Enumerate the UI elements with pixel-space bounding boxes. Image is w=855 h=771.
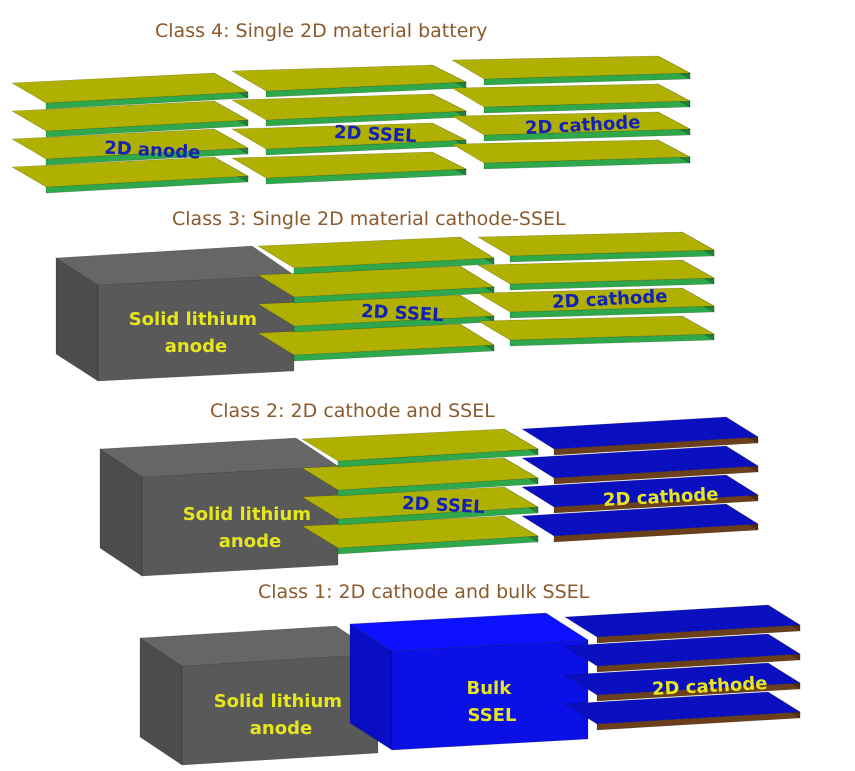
class2-battery	[99, 416, 759, 577]
class4-cathode-sheet-4-top	[450, 139, 692, 164]
class1-battery	[139, 604, 801, 766]
class1-anode-line1: Solid lithium	[214, 691, 342, 712]
class2-cathode-sheet-3-top	[521, 474, 759, 508]
class4-ssel-sheet-4-top	[230, 151, 468, 179]
class2-ssel-sheet-1-top	[301, 428, 540, 462]
class1-ssel-line1: Bulk	[467, 678, 513, 699]
class1-bulk-ssel-block-front-face	[391, 639, 589, 751]
class4-cathode-sheet-1-top	[450, 55, 692, 80]
class2-ssel-sheet-3-top	[301, 486, 540, 520]
class3-anode-line1: Solid lithium	[129, 309, 257, 330]
class2-cathode-sheet-1-top	[521, 416, 759, 450]
class1-anode-label: Solid lithium anode	[214, 691, 349, 739]
class4-ssel-sheet-3-top	[230, 122, 468, 150]
class3-lithium-block-front-face	[97, 274, 295, 382]
class3-ssel-sheet-1-top	[257, 236, 495, 269]
class3-cathode-sheet-4-top	[476, 315, 716, 341]
class2-cathode-sheet-4-top	[521, 503, 759, 537]
class1-cathode-sheet-4-top	[564, 691, 801, 725]
class3-cathode-sheet-2-top	[476, 259, 716, 285]
class1-cathode-sheet-1-top	[564, 604, 801, 638]
class3-anode-label: Solid lithium anode	[129, 309, 264, 357]
class2-title: Class 2: 2D cathode and SSEL	[210, 400, 495, 422]
class4-ssel-sheet-1-top	[230, 64, 468, 92]
class1-ssel-label: Bulk SSEL	[467, 678, 518, 726]
class3-title: Class 3: Single 2D material cathode-SSEL	[172, 208, 566, 230]
class4-ssel-sheet-2-top	[230, 93, 468, 121]
class4-cathode-sheet-2-top	[450, 83, 692, 108]
class4-ssel-label: 2D SSEL	[333, 122, 417, 147]
class3-cathode-sheet-1-top	[476, 231, 716, 257]
class4-anode-sheet-1-top	[10, 72, 250, 104]
class2-anode-line1: Solid lithium	[183, 504, 311, 525]
class2-anode-label: Solid lithium anode	[183, 504, 318, 552]
class4-battery	[10, 55, 692, 194]
class1-ssel-line2: SSEL	[468, 705, 517, 726]
class2-anode-line2: anode	[219, 531, 281, 552]
class1-anode-line2: anode	[250, 718, 312, 739]
class1-cathode-sheet-2-top	[564, 633, 801, 667]
class3-cathode-sheet-3-top	[476, 287, 716, 313]
class1-title: Class 1: 2D cathode and bulk SSEL	[258, 581, 590, 603]
class3-anode-line2: anode	[165, 336, 227, 357]
class4-anode-label: 2D anode	[104, 138, 201, 164]
class4-cathode-sheet-3-top	[450, 111, 692, 136]
class3-battery	[55, 231, 716, 382]
class3-ssel-label: 2D SSEL	[360, 301, 444, 326]
class4-anode-sheet-3-top	[10, 128, 250, 160]
class2-ssel-sheet-4-top	[301, 515, 540, 549]
class2-ssel-sheet-2-top	[301, 457, 540, 491]
class1-cathode-sheet-3-top	[564, 662, 801, 696]
labels: 2D anode 2D SSEL 2D cathode Solid lithiu…	[104, 112, 768, 739]
class4-title: Class 4: Single 2D material battery	[155, 20, 487, 42]
class2-cathode-sheet-2-top	[521, 445, 759, 479]
class4-anode-sheet-4-top	[10, 156, 250, 188]
class2-ssel-label: 2D SSEL	[401, 493, 485, 518]
class4-anode-sheet-2-top	[10, 100, 250, 132]
class1-bulk-ssel-block-top-face	[349, 612, 589, 652]
